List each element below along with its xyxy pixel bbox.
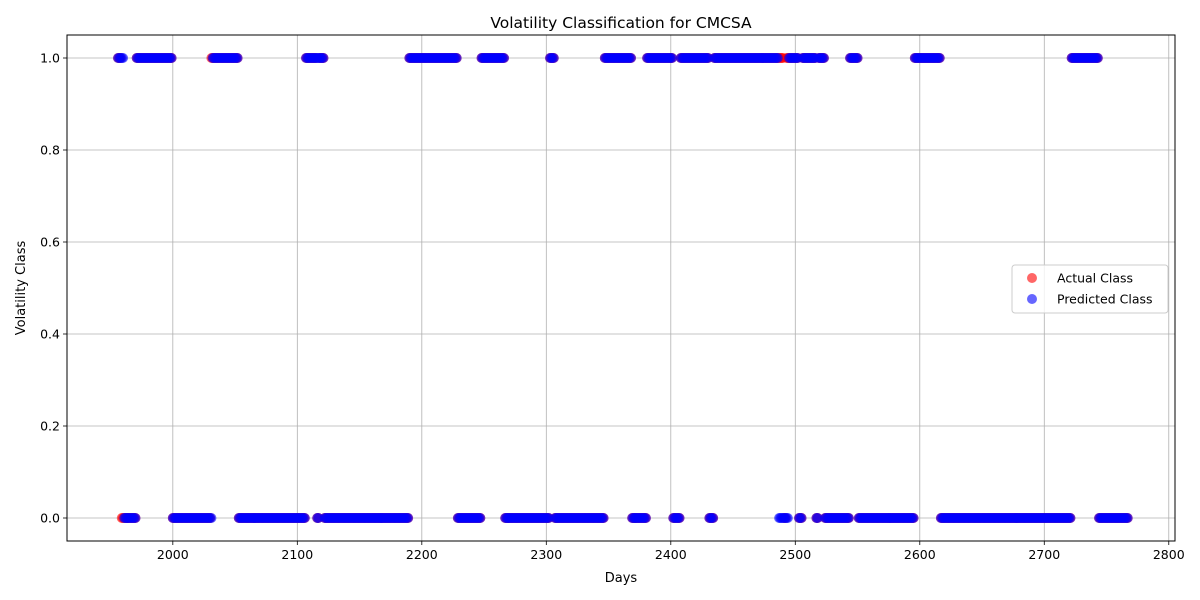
predicted-class-point [1065, 513, 1076, 523]
predicted-class-point [299, 513, 310, 523]
predicted-class-point [625, 53, 636, 63]
predicted-class-point [667, 53, 678, 63]
predicted-class-point [934, 53, 945, 63]
predicted-class-point [498, 53, 509, 63]
predicted-class-point [843, 513, 854, 523]
plot-frame [66, 34, 1176, 542]
predicted-class-point [232, 53, 243, 63]
y-axis-ticks: 0.0 0.2 0.4 0.6 0.8 1.0 [40, 51, 67, 526]
legend-label-predicted: Predicted Class [1057, 292, 1153, 307]
predicted-class-point [852, 53, 863, 63]
predicted-class-point [772, 53, 783, 63]
predicted-class-point [812, 513, 823, 523]
predicted-class-point [206, 513, 217, 523]
predicted-class-point [130, 513, 141, 523]
y-tick-label: 0.6 [40, 235, 60, 250]
x-axis-ticks: 2000 2100 2200 2300 2400 2500 2600 2700 2800 [157, 541, 1185, 562]
legend-box [1011, 264, 1169, 314]
legend-label-actual: Actual Class [1057, 271, 1133, 286]
predicted-class-point [796, 513, 807, 523]
x-tick-label: 2500 [779, 547, 811, 562]
chart-title: Volatility Classification for CMCSA [490, 14, 752, 32]
y-tick-label: 0.8 [40, 143, 60, 158]
predicted-class-point [782, 513, 793, 523]
x-tick-label: 2600 [904, 547, 936, 562]
x-tick-label: 2700 [1028, 547, 1060, 562]
predicted-class-point [475, 513, 486, 523]
predicted-class-point [451, 53, 462, 63]
x-tick-label: 2400 [655, 547, 687, 562]
y-tick-label: 0.4 [40, 327, 60, 342]
predicted-class-point [708, 513, 719, 523]
y-axis-title: Volatility Class [14, 241, 29, 336]
predicted-class-point [674, 513, 685, 523]
legend-marker-predicted [1027, 294, 1037, 304]
legend-marker-actual [1027, 273, 1037, 283]
predicted-class-point [818, 53, 829, 63]
predicted-class-point [1122, 513, 1133, 523]
predicted-class-point [548, 53, 559, 63]
x-tick-label: 2800 [1153, 547, 1185, 562]
predicted-class-point [118, 53, 129, 63]
legend: Actual Class Predicted Class [1011, 264, 1169, 314]
y-tick-label: 0.2 [40, 419, 60, 434]
y-tick-label: 0.0 [40, 511, 60, 526]
predicted-class-point [1092, 53, 1103, 63]
predicted-class-point [598, 513, 609, 523]
y-tick-label: 1.0 [40, 51, 60, 66]
x-tick-label: 2200 [406, 547, 438, 562]
x-tick-label: 2100 [281, 547, 313, 562]
x-axis-title: Days [605, 571, 638, 586]
predicted-class-point [166, 53, 177, 63]
predicted-class-point [908, 513, 919, 523]
predicted-class-points [113, 53, 1133, 523]
predicted-class-point [403, 513, 414, 523]
x-tick-label: 2000 [157, 547, 189, 562]
predicted-class-point [640, 513, 651, 523]
predicted-class-point [318, 53, 329, 63]
x-tick-label: 2300 [530, 547, 562, 562]
